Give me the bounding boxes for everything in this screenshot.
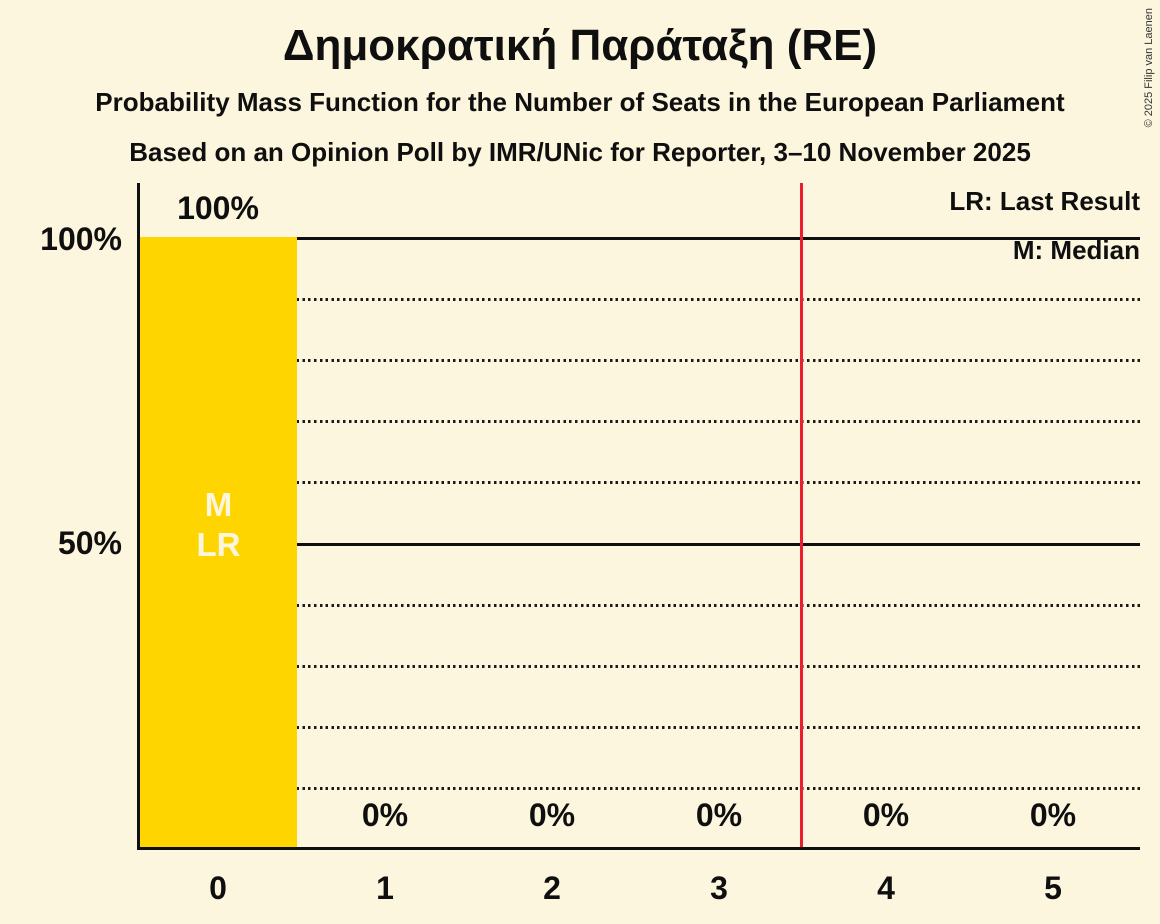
- gridline-90pct: [140, 298, 1140, 301]
- gridline-20pct: [140, 726, 1140, 729]
- vertical-threshold-line: [800, 183, 803, 848]
- y-axis-line: [137, 183, 140, 850]
- gridline-40pct: [140, 604, 1140, 607]
- x-tick-label-3: 3: [710, 870, 728, 906]
- chart-source-line: Based on an Opinion Poll by IMR/UNic for…: [129, 137, 1031, 167]
- gridline-10pct: [140, 787, 1140, 790]
- x-tick-label-4: 4: [877, 870, 895, 906]
- gridline-100pct: [140, 237, 1140, 240]
- x-axis-line: [137, 847, 1140, 850]
- x-tick-label-1: 1: [376, 870, 394, 906]
- chart-title: Δημοκρατική Παράταξη (RE): [282, 21, 878, 70]
- last-result-marker-label: LR: [196, 526, 241, 563]
- gridline-30pct: [140, 665, 1140, 668]
- y-tick-label-50: 50%: [57, 525, 122, 561]
- value-label-seats-4: 0%: [862, 797, 910, 833]
- bar-median-lastresult-annotation: M LR: [140, 485, 297, 565]
- value-label-seats-1: 0%: [361, 797, 409, 833]
- gridline-60pct: [140, 481, 1140, 484]
- y-tick-label-100: 100%: [40, 221, 122, 257]
- gridline-80pct: [140, 359, 1140, 362]
- x-tick-label-5: 5: [1044, 870, 1062, 906]
- legend-median: M: Median: [1012, 235, 1140, 265]
- gridline-70pct: [140, 420, 1140, 423]
- value-label-seats-5: 0%: [1029, 797, 1077, 833]
- legend-last-result: LR: Last Result: [949, 186, 1140, 216]
- median-marker-label: M: [204, 486, 233, 523]
- bar-seats-0: M LR: [140, 237, 297, 848]
- value-label-seats-3: 0%: [695, 797, 743, 833]
- x-tick-label-2: 2: [543, 870, 561, 906]
- plot-area: M LR: [137, 183, 1140, 851]
- gridline-50pct: [140, 543, 1140, 546]
- chart-subtitle: Probability Mass Function for the Number…: [95, 87, 1065, 117]
- value-label-seats-2: 0%: [528, 797, 576, 833]
- x-tick-label-0: 0: [209, 870, 227, 906]
- value-label-seats-0: 100%: [177, 190, 259, 226]
